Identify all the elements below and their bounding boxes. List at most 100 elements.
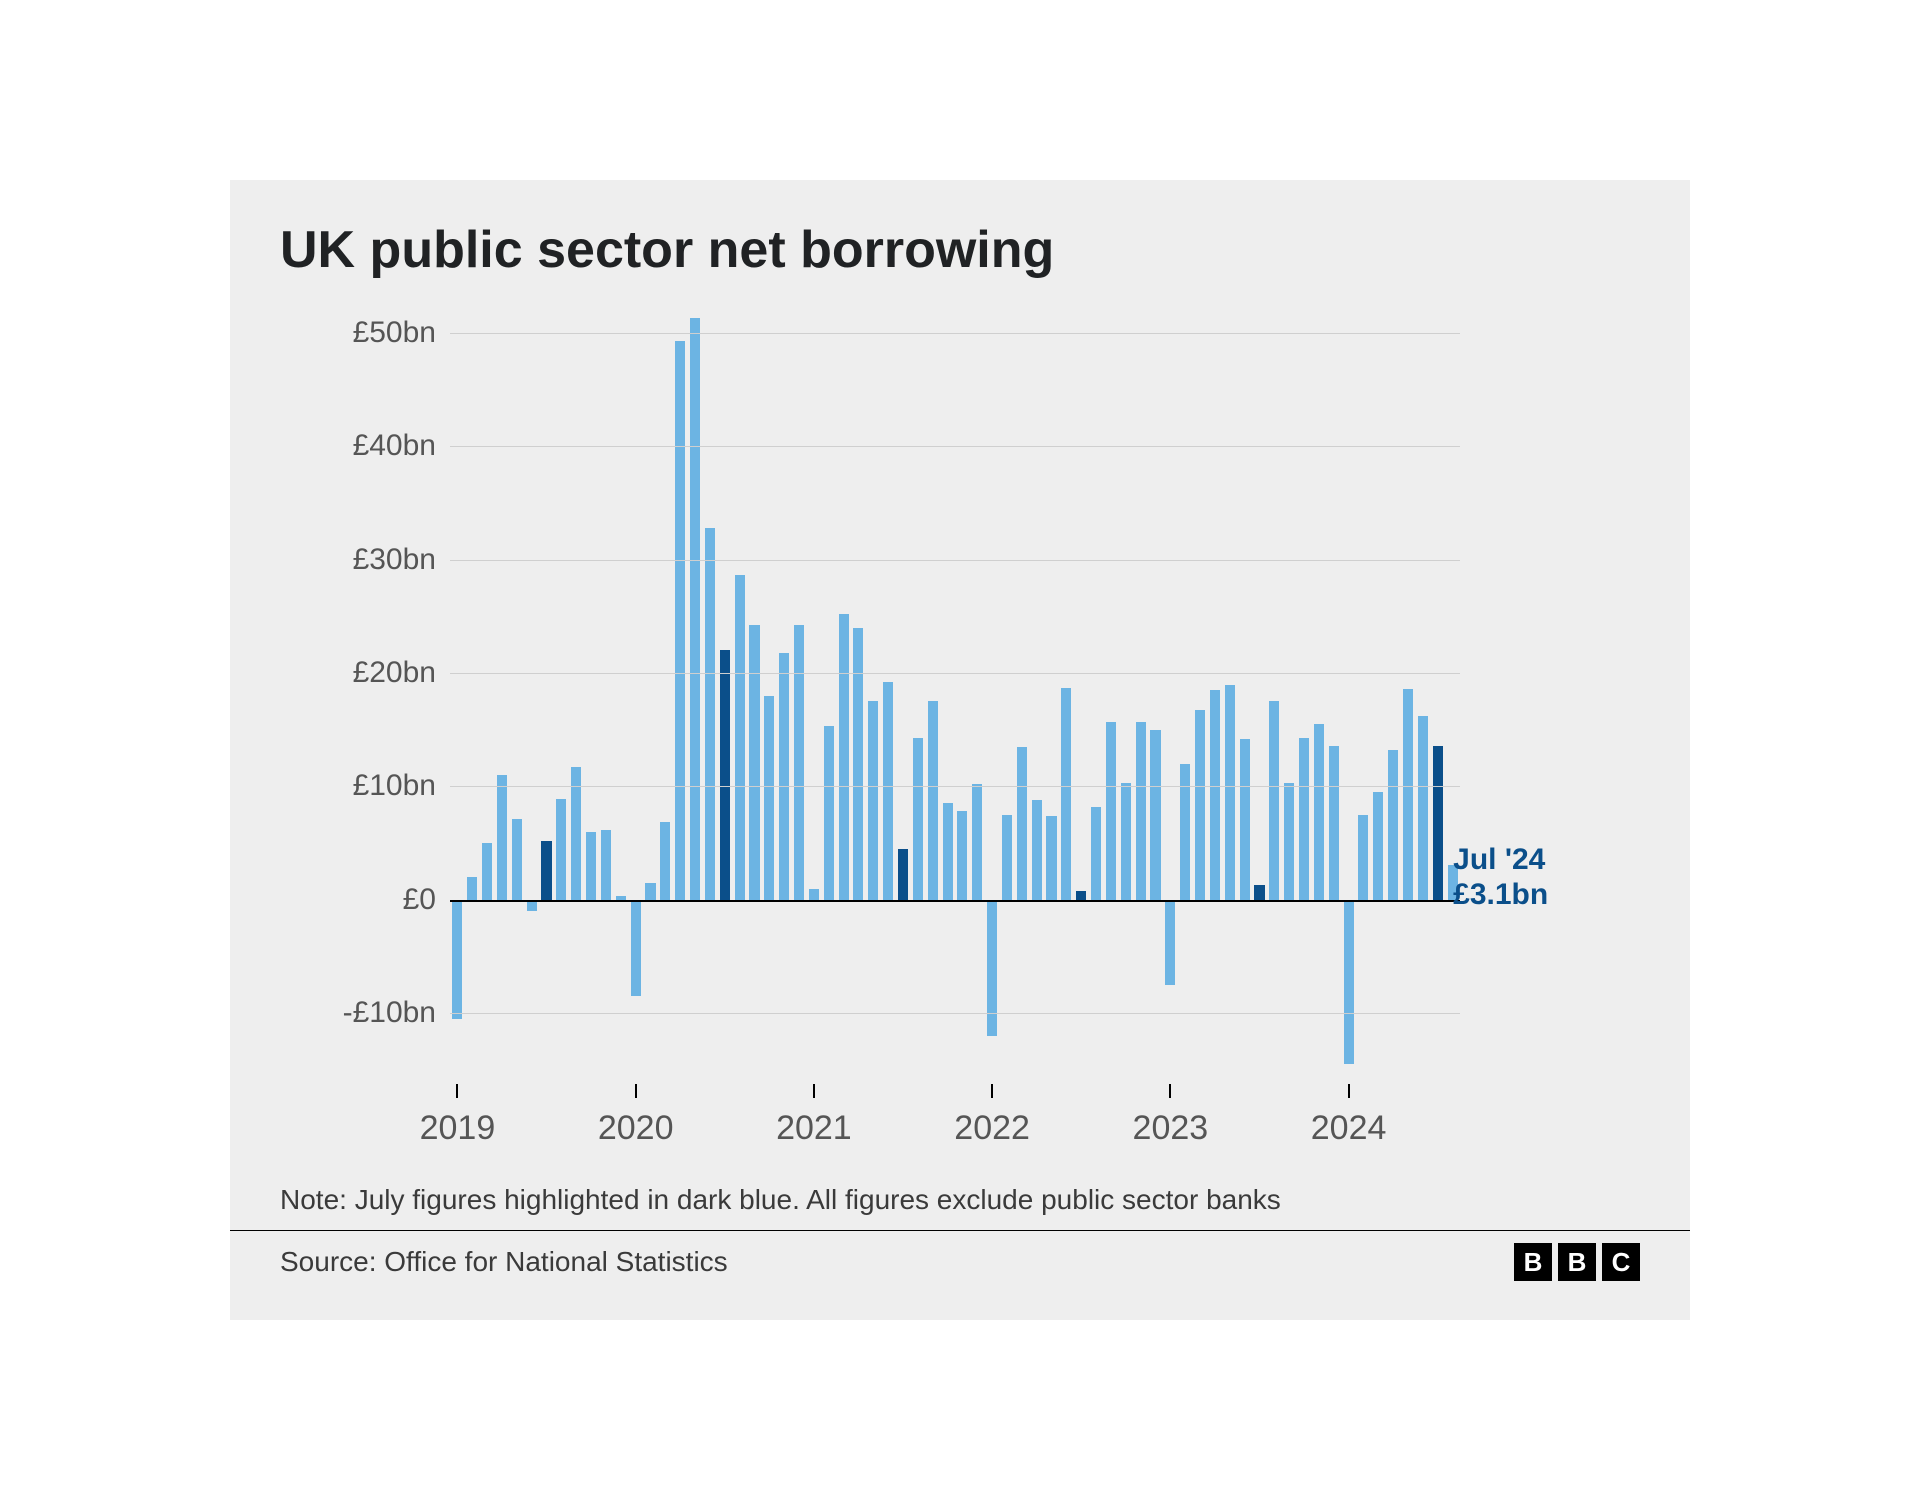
chart-bar — [1403, 689, 1413, 900]
chart-bar — [1344, 900, 1354, 1064]
callout-line2: £3.1bn — [1453, 878, 1548, 913]
chart-bar — [1225, 685, 1235, 899]
chart-bar — [794, 625, 804, 900]
chart-bar-highlight — [898, 849, 908, 900]
bbc-block: B — [1558, 1243, 1596, 1281]
x-axis-label: 2020 — [598, 1109, 674, 1148]
chart-bar — [1150, 730, 1160, 900]
plot-area: -£10bn £0 £10bn £20bn £30bn £40bn £50bn 2019 202… — [280, 300, 1640, 1170]
chart-bar — [660, 822, 670, 900]
chart-bar — [1046, 816, 1056, 900]
y-axis-label: -£10bn — [343, 996, 436, 1030]
y-axis-label: £20bn — [353, 656, 436, 690]
chart-bar — [1314, 724, 1324, 900]
chart-bar — [645, 883, 655, 900]
x-tick — [456, 1084, 458, 1098]
callout-line1: Jul '24 — [1453, 843, 1548, 878]
grid-line — [450, 673, 1460, 674]
source-text: Source: Office for National Statistics — [280, 1246, 728, 1278]
chart-bar — [675, 341, 685, 900]
grid-line — [450, 446, 1460, 447]
chart-bar — [482, 843, 492, 900]
x-tick — [991, 1084, 993, 1098]
chart-bar — [1017, 747, 1027, 900]
chart-bar — [1373, 792, 1383, 900]
chart-bar — [957, 811, 967, 899]
chart-bar — [452, 900, 462, 1019]
x-tick — [813, 1084, 815, 1098]
chart-bar — [943, 803, 953, 899]
chart-title: UK public sector net borrowing — [280, 220, 1640, 280]
chart-bar — [809, 889, 819, 900]
y-axis-label: £0 — [403, 883, 436, 917]
chart-bar — [779, 653, 789, 900]
chart-bar-highlight — [1433, 746, 1443, 900]
chart-bar — [1002, 815, 1012, 900]
chart-bar — [631, 900, 641, 996]
chart-bar — [913, 738, 923, 900]
chart-footer: Note: July figures highlighted in dark b… — [280, 1184, 1640, 1281]
chart-bar — [1195, 710, 1205, 899]
x-axis-label: 2021 — [776, 1109, 852, 1148]
grid-line — [450, 560, 1460, 561]
chart-bar — [586, 832, 596, 900]
callout-label: Jul '24£3.1bn — [1453, 843, 1548, 912]
chart-bar-highlight — [720, 650, 730, 900]
chart-bar — [928, 701, 938, 900]
x-axis-label: 2024 — [1311, 1109, 1387, 1148]
x-tick — [1169, 1084, 1171, 1098]
x-axis-label: 2019 — [420, 1109, 496, 1148]
plot-inner: -£10bn£0£10bn£20bn£30bn£40bn£50bn2019202… — [450, 310, 1460, 1070]
chart-bar — [1091, 807, 1101, 900]
chart-bar — [853, 628, 863, 900]
chart-bar — [1061, 688, 1071, 900]
chart-bar — [735, 575, 745, 899]
y-axis-label: £10bn — [353, 769, 436, 803]
chart-bar — [1388, 750, 1398, 900]
y-axis-label: £40bn — [353, 429, 436, 463]
chart-bar — [1210, 690, 1220, 900]
chart-bar — [868, 701, 878, 900]
chart-bar — [467, 877, 477, 900]
chart-bar — [1240, 739, 1250, 900]
bbc-block: C — [1602, 1243, 1640, 1281]
chart-bar — [1165, 900, 1175, 985]
grid-line — [450, 333, 1460, 334]
chart-bar — [824, 726, 834, 900]
chart-bar — [1269, 701, 1279, 900]
chart-bar — [497, 775, 507, 900]
chart-bar-highlight — [1254, 885, 1264, 900]
x-axis-label: 2023 — [1133, 1109, 1209, 1148]
chart-bar — [987, 900, 997, 1036]
chart-bar — [601, 830, 611, 900]
chart-bar — [1180, 764, 1190, 900]
chart-bar — [512, 819, 522, 900]
chart-bar — [1284, 783, 1294, 900]
chart-bar — [749, 625, 759, 900]
bars-container — [450, 310, 1460, 1070]
chart-note: Note: July figures highlighted in dark b… — [280, 1184, 1640, 1230]
chart-bar — [764, 696, 774, 900]
zero-line — [450, 900, 1460, 902]
chart-bar — [556, 799, 566, 900]
chart-bar-highlight — [1076, 891, 1086, 900]
grid-line — [450, 786, 1460, 787]
chart-bar — [1329, 746, 1339, 900]
bbc-block: B — [1514, 1243, 1552, 1281]
bbc-logo: BBC — [1514, 1243, 1640, 1281]
chart-bar — [1358, 815, 1368, 900]
chart-bar — [1032, 800, 1042, 900]
chart-bar — [1136, 722, 1146, 900]
y-axis-label: £30bn — [353, 543, 436, 577]
x-axis-label: 2022 — [954, 1109, 1030, 1148]
chart-bar — [972, 784, 982, 900]
chart-bar — [1299, 738, 1309, 900]
chart-bar — [1106, 722, 1116, 900]
x-tick — [635, 1084, 637, 1098]
chart-bar — [1418, 716, 1428, 900]
chart-bar — [705, 528, 715, 900]
chart-bar — [690, 318, 700, 900]
chart-card: UK public sector net borrowing -£10bn £0 £… — [230, 180, 1690, 1320]
chart-bar-highlight — [541, 841, 551, 900]
y-axis-label: £50bn — [353, 316, 436, 350]
